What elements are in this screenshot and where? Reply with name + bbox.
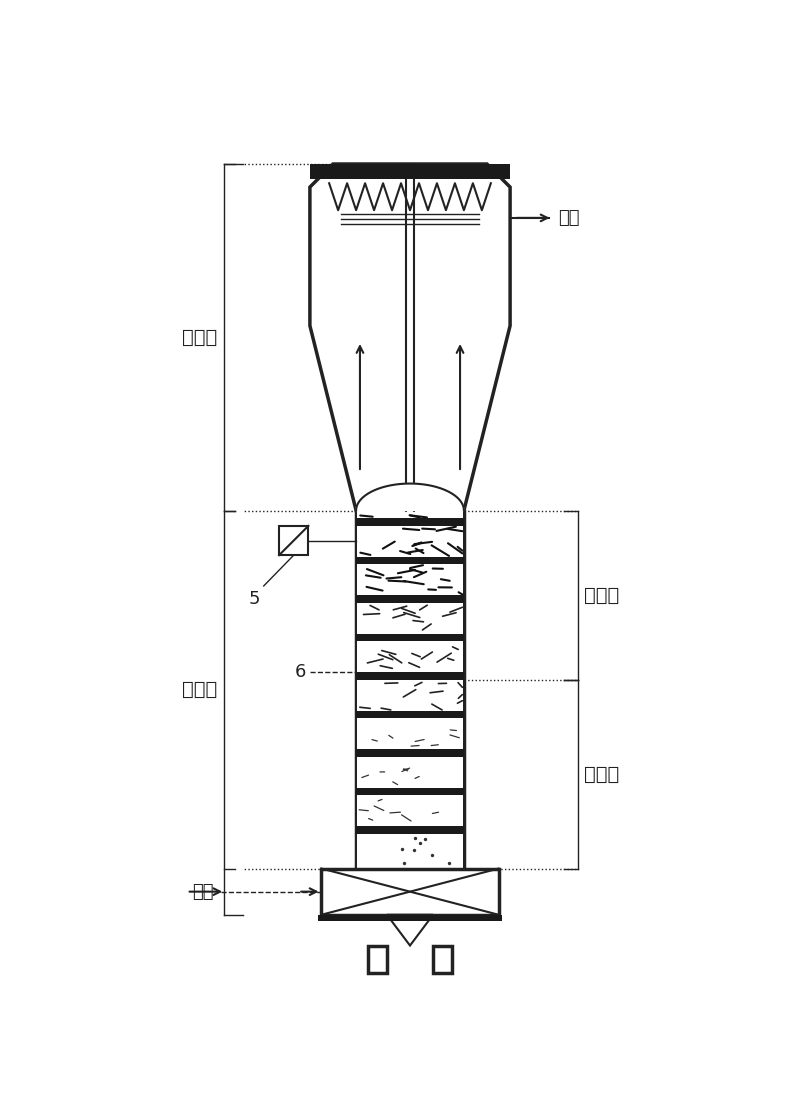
Text: 沉降区: 沉降区	[182, 327, 218, 346]
Bar	[318, 915, 502, 921]
Text: 反应区: 反应区	[182, 680, 218, 699]
Point	[409, 829, 422, 847]
Bar	[310, 164, 510, 180]
Text: 5: 5	[248, 589, 260, 608]
Point	[398, 855, 410, 872]
Bar	[322, 868, 498, 915]
Polygon shape	[310, 164, 510, 511]
Point	[425, 846, 438, 864]
Text: 出水: 出水	[558, 209, 579, 226]
Point	[414, 834, 426, 851]
Bar	[357, 603, 463, 634]
Text: 污泥床: 污泥床	[584, 765, 619, 784]
Bar	[357, 796, 463, 826]
Bar	[368, 946, 387, 972]
Bar	[356, 595, 464, 603]
Bar	[357, 564, 463, 595]
Bar	[357, 511, 463, 518]
Point	[443, 854, 456, 871]
Text: 6: 6	[294, 663, 306, 682]
Bar	[357, 834, 463, 868]
Bar	[357, 757, 463, 788]
Bar	[433, 946, 452, 972]
Text: 悬浮层: 悬浮层	[584, 586, 619, 605]
Bar	[356, 826, 464, 834]
Point	[396, 840, 409, 858]
Bar	[356, 749, 464, 757]
Bar	[279, 526, 308, 555]
Bar	[356, 673, 464, 680]
Polygon shape	[356, 484, 464, 511]
Text: 进水: 进水	[192, 882, 214, 900]
Point	[418, 830, 431, 848]
Bar	[356, 788, 464, 796]
Point	[408, 841, 421, 859]
Bar	[356, 518, 464, 526]
Polygon shape	[387, 915, 433, 946]
Bar	[357, 718, 463, 749]
Bar	[357, 680, 463, 710]
Bar	[356, 710, 464, 718]
Bar	[356, 557, 464, 564]
Bar	[356, 634, 464, 642]
Bar	[357, 526, 463, 557]
Bar	[357, 642, 463, 673]
